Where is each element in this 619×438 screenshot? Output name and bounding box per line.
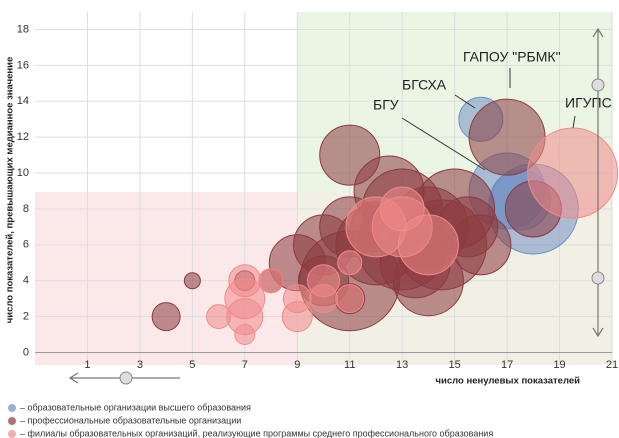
leader-line — [572, 115, 576, 129]
x-tick-label: 21 — [606, 359, 618, 371]
annotation: БГСХА — [402, 77, 447, 93]
y-tick-label: 2 — [23, 310, 29, 322]
x-tick-label: 11 — [344, 359, 355, 371]
bubble — [151, 302, 181, 332]
annotation: ИГУПС — [565, 95, 612, 111]
bubble — [335, 284, 365, 314]
x-tick-label: 19 — [553, 359, 565, 371]
bubble — [258, 268, 284, 294]
legend-label: – профессиональные образовательные орган… — [20, 415, 241, 425]
legend-marker — [8, 430, 16, 438]
legend-marker — [8, 404, 16, 412]
x-tick-label: 17 — [501, 359, 513, 371]
arrow-head — [68, 372, 79, 384]
legend-label: – филиалы образовательных организаций, р… — [20, 428, 493, 438]
legend-label: – образовательные организации высшего об… — [20, 402, 251, 412]
x-tick-label: 7 — [242, 359, 248, 371]
x-axis-label: число ненулевых показателей — [435, 376, 580, 387]
handle-icon[interactable] — [591, 78, 605, 92]
bubble — [337, 250, 363, 276]
bubble — [282, 284, 312, 314]
x-tick-label: 9 — [294, 359, 300, 371]
annotation: ГАПОУ "РБМК" — [463, 49, 561, 65]
annotation: БГУ — [373, 97, 399, 113]
y-tick-label: 6 — [23, 239, 29, 251]
y-tick-label: 0 — [23, 346, 29, 358]
x-tick-label: 1 — [84, 359, 90, 371]
bubble — [450, 214, 512, 276]
x-tick-label: 5 — [189, 359, 195, 371]
x-tick-label: 3 — [137, 359, 143, 371]
legend-marker — [8, 417, 16, 425]
y-tick-label: 8 — [23, 203, 29, 215]
bubble — [228, 264, 262, 298]
y-tick-label: 18 — [17, 23, 29, 35]
bubble — [397, 214, 459, 276]
bubble — [183, 272, 201, 290]
leader-line — [401, 117, 486, 171]
bubble — [527, 127, 619, 219]
y-axis-label: число показателей, превышающих медианное… — [5, 57, 16, 324]
y-tick-label: 10 — [17, 167, 29, 179]
y-tick-label: 16 — [17, 59, 29, 71]
x-tick-label: 13 — [396, 359, 408, 371]
leader-line — [454, 94, 476, 109]
y-tick-label: 12 — [17, 131, 29, 143]
y-tick-label: 4 — [23, 275, 29, 287]
handle-icon[interactable] — [119, 371, 133, 385]
bubble — [307, 264, 340, 298]
x-tick-label: 15 — [449, 359, 461, 371]
handle-icon[interactable] — [591, 271, 605, 285]
y-tick-label: 14 — [17, 95, 29, 107]
arrow-heads — [592, 27, 604, 338]
